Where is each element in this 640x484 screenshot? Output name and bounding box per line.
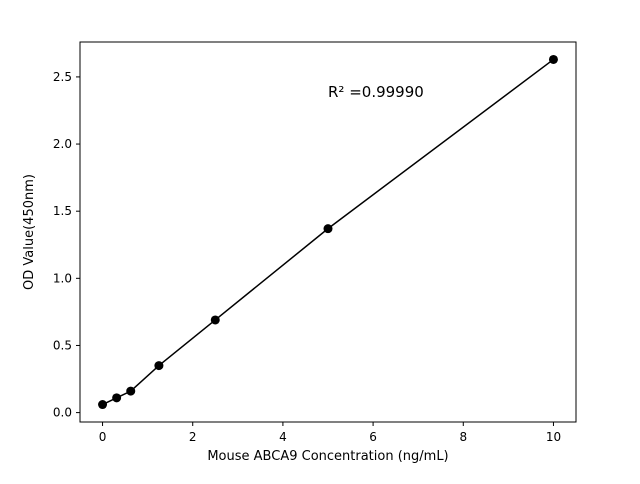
x-tick-label: 4 (279, 430, 287, 444)
x-axis-label: Mouse ABCA9 Concentration (ng/mL) (207, 449, 448, 464)
y-tick-label: 0.0 (53, 406, 72, 420)
fit-line (102, 58, 554, 406)
y-axis-label: OD Value(450nm) (22, 174, 37, 290)
y-tick-label: 1.0 (53, 271, 72, 285)
y-tick-label: 1.5 (53, 204, 72, 218)
r-squared-annotation: R² =0.99990 (328, 83, 424, 101)
x-tick-label: 0 (99, 430, 107, 444)
y-tick-label: 0.5 (53, 338, 72, 352)
x-tick-label: 6 (369, 430, 377, 444)
axes-frame (79, 41, 577, 423)
y-tick-label: 2.5 (53, 70, 72, 84)
y-tick-label: 2.0 (53, 137, 72, 151)
x-tick-label: 10 (546, 430, 561, 444)
x-tick-label: 8 (459, 430, 467, 444)
x-tick-label: 2 (189, 430, 197, 444)
